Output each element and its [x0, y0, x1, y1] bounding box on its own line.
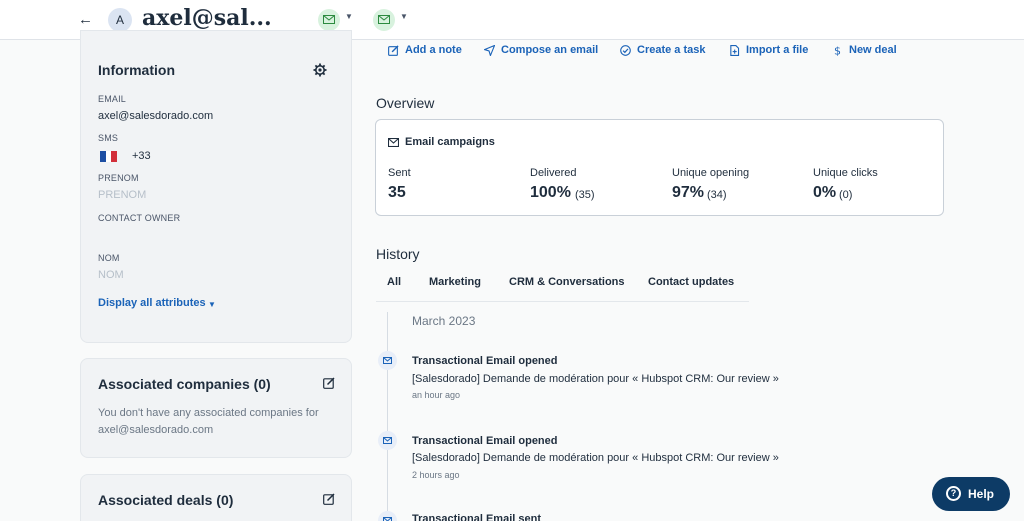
associated-companies-card: Associated companies (0) You don't have …	[80, 358, 352, 458]
timeline-line	[387, 312, 388, 521]
tabs-divider	[376, 301, 749, 302]
stat-delivered-value: 100%	[530, 184, 571, 201]
help-button[interactable]: ? Help	[932, 477, 1010, 511]
prenom-label: PRENOM	[98, 173, 139, 183]
sms-label: SMS	[98, 133, 119, 143]
nom-field[interactable]: NOM	[98, 269, 124, 281]
dollar-icon[interactable]: $	[832, 45, 843, 56]
chevron-down-icon[interactable]: ▼	[400, 12, 408, 21]
associated-deals-card: Associated deals (0)	[80, 474, 352, 521]
timeline-event-desc[interactable]: [Salesdorado] Demande de modération pour…	[412, 373, 779, 385]
import-file-button[interactable]: Import a file	[746, 44, 809, 56]
information-title: Information	[98, 62, 175, 78]
sms-value[interactable]: +33	[132, 150, 151, 162]
nom-label: NOM	[98, 253, 120, 263]
flag-fr-icon	[100, 151, 118, 162]
avatar: A	[108, 8, 132, 32]
envelope-icon	[383, 517, 392, 521]
back-arrow-icon[interactable]: ←	[78, 11, 93, 28]
email-label: EMAIL	[98, 94, 127, 104]
timeline-event-title: Transactional Email sent	[412, 513, 541, 521]
timeline-month: March 2023	[412, 314, 476, 328]
stat-clicks-count: (0)	[839, 189, 853, 201]
stat-sent-label: Sent	[388, 167, 411, 179]
stat-opening-count: (34)	[707, 189, 727, 201]
envelope-icon	[383, 437, 392, 444]
email-campaigns-title: Email campaigns	[405, 136, 495, 148]
stat-delivered-count: (35)	[575, 189, 595, 201]
tab-crm-conversations[interactable]: CRM & Conversations	[509, 276, 625, 288]
help-label: Help	[968, 487, 995, 501]
timeline-event-title: Transactional Email opened	[412, 355, 558, 367]
contact-owner-label: CONTACT OWNER	[98, 213, 181, 223]
timeline-event-desc[interactable]: [Salesdorado] Demande de modération pour…	[412, 452, 779, 464]
tab-all[interactable]: All	[387, 276, 402, 288]
timeline-event-title: Transactional Email opened	[412, 435, 558, 447]
timeline-event-time: an hour ago	[412, 390, 461, 400]
edit-icon[interactable]	[323, 377, 335, 389]
companies-empty-text: You don't have any associated companies …	[98, 407, 319, 436]
associated-deals-title: Associated deals (0)	[98, 492, 234, 508]
compose-email-button[interactable]: Compose an email	[501, 44, 599, 56]
contact-title: axel@sal...	[142, 5, 272, 31]
file-icon[interactable]	[729, 45, 740, 56]
email-status-chip[interactable]	[318, 9, 340, 31]
question-circle-icon: ?	[946, 486, 961, 501]
chevron-down-icon[interactable]: ▼	[345, 12, 353, 21]
stat-delivered-label: Delivered	[530, 167, 577, 179]
check-circle-icon[interactable]	[620, 45, 631, 56]
gear-icon[interactable]	[313, 63, 327, 77]
history-title: History	[376, 246, 420, 262]
svg-text:$: $	[834, 45, 841, 56]
timeline-node	[378, 431, 397, 450]
edit-icon[interactable]	[323, 493, 335, 505]
add-note-button[interactable]: Add a note	[405, 44, 462, 56]
chevron-down-icon[interactable]: ▼	[208, 300, 216, 309]
sms-status-chip[interactable]	[373, 9, 395, 31]
timeline-node	[378, 511, 397, 521]
envelope-icon	[383, 357, 392, 364]
overview-title: Overview	[376, 95, 435, 111]
prenom-field[interactable]: PRENOM	[98, 189, 147, 201]
envelope-icon	[323, 15, 335, 24]
tab-marketing[interactable]: Marketing	[429, 276, 481, 288]
stat-opening-value: 97%	[672, 184, 705, 201]
display-all-attributes-link[interactable]: Display all attributes	[98, 297, 206, 309]
email-value[interactable]: axel@salesdorado.com	[98, 110, 214, 122]
stat-clicks-label: Unique clicks	[813, 167, 878, 179]
envelope-icon	[388, 138, 399, 147]
email-campaigns-card: Email campaigns Sent 35 Delivered 100% (…	[375, 119, 944, 216]
associated-companies-title: Associated companies (0)	[98, 376, 271, 392]
timeline-node	[378, 351, 397, 370]
create-task-button[interactable]: Create a task	[637, 44, 706, 56]
timeline-event-time: 2 hours ago	[412, 470, 460, 480]
stat-sent-value: 35	[388, 184, 406, 201]
stat-opening-label: Unique opening	[672, 167, 750, 179]
new-deal-button[interactable]: New deal	[849, 44, 897, 56]
send-icon[interactable]	[484, 45, 495, 56]
information-card: Information EMAIL axel@salesdorado.com S…	[80, 30, 352, 343]
edit-icon[interactable]	[388, 45, 399, 56]
stat-clicks-value: 0%	[813, 184, 837, 201]
tab-contact-updates[interactable]: Contact updates	[648, 276, 735, 288]
envelope-icon	[378, 15, 390, 24]
